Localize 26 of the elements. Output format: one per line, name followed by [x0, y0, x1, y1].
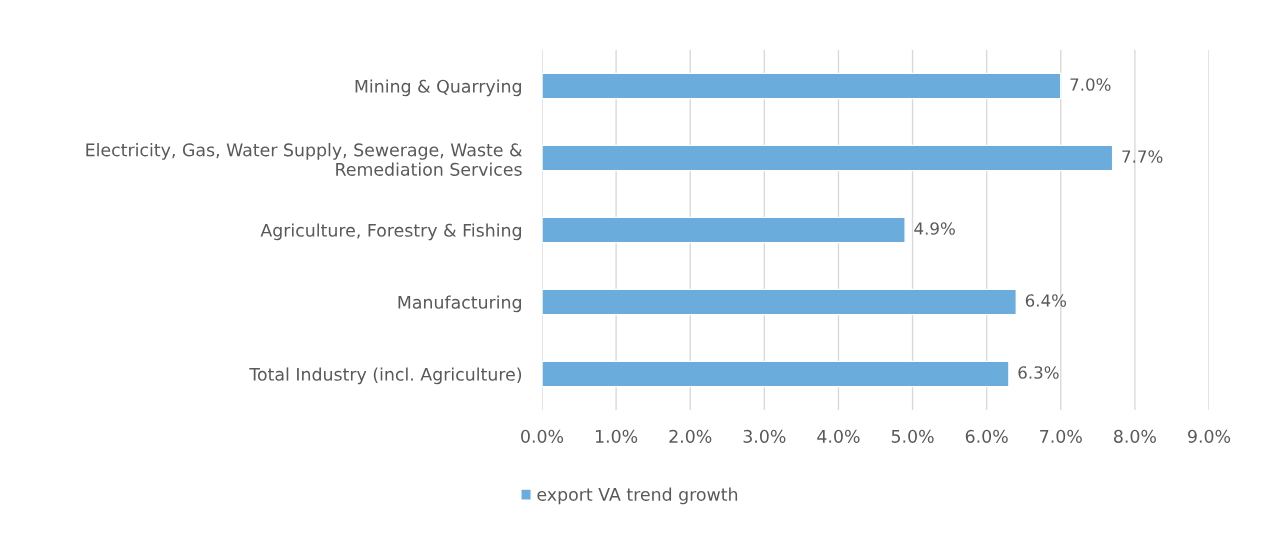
bar: [542, 72, 1062, 100]
data-label: 7.7%: [1122, 150, 1163, 163]
y-tick-label: Mining & Quarrying: [355, 79, 521, 97]
x-tick-label: 3.0%: [743, 429, 786, 443]
x-tick-label: 4.0%: [817, 429, 860, 443]
y-tick-label: Total Industry (incl. Agriculture): [249, 367, 522, 385]
data-label: 6.4%: [1025, 294, 1067, 307]
bar: [542, 144, 1114, 172]
x-tick-label: 1.0%: [595, 429, 638, 443]
x-tick-label: 0.0%: [521, 429, 564, 443]
y-tick-label: Agriculture, Forestry & Fishing: [260, 223, 521, 241]
x-tick-label: 6.0%: [965, 429, 1008, 443]
x-tick-label: 7.0%: [1040, 429, 1082, 443]
bar: [542, 288, 1018, 316]
bar: [542, 360, 1010, 388]
x-tick-label: 2.0%: [669, 429, 712, 443]
data-label: 7.0%: [1070, 78, 1111, 91]
data-label: 4.9%: [914, 222, 955, 235]
y-tick-label: Electricity, Gas, Water Supply, Sewerage, Waste & Remediation Services: [86, 143, 523, 176]
x-tick-label: 8.0%: [1114, 429, 1156, 443]
x-tick-label: 9.0%: [1188, 429, 1231, 443]
x-tick-label: 5.0%: [891, 429, 934, 443]
bar: [542, 216, 906, 244]
data-label: 6.3%: [1018, 366, 1059, 379]
legend-label: export VA trend growth: [537, 487, 738, 505]
y-tick-label: Manufacturing: [398, 295, 521, 313]
